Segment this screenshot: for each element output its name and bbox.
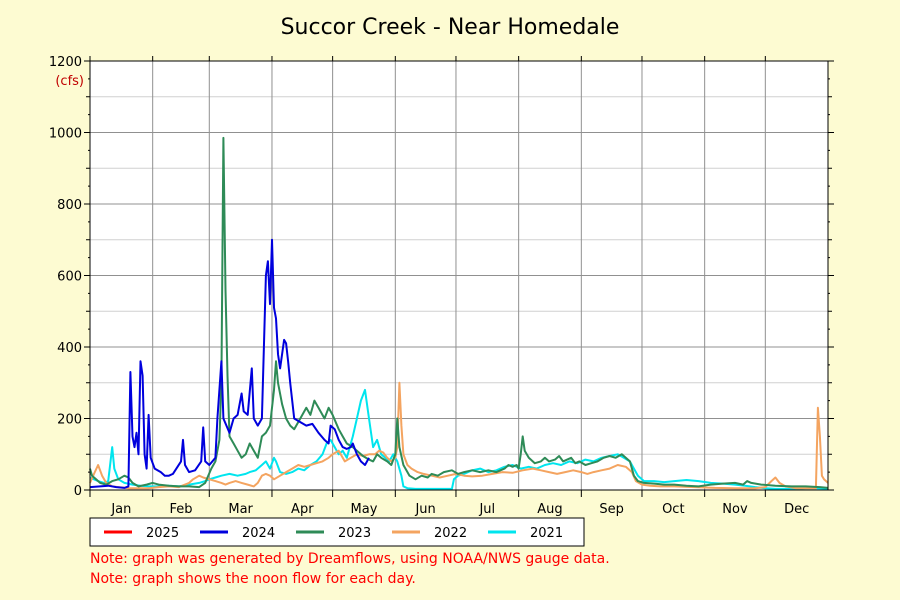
series-line-2023 <box>89 136 829 489</box>
y-tick-label: 1000 <box>49 127 82 142</box>
x-tick-label: Nov <box>722 502 748 517</box>
note-line-1: Note: graph was generated by Dreamflows,… <box>90 551 610 567</box>
y-tick-label: 600 <box>57 270 82 285</box>
legend-label-2023: 2023 <box>338 526 371 541</box>
x-tick-label: Jun <box>414 502 435 517</box>
legend-label-2024: 2024 <box>242 526 275 541</box>
y-unit-label: (cfs) <box>55 74 84 89</box>
x-tick-label: Feb <box>169 502 192 517</box>
series-line-2024 <box>89 238 370 489</box>
x-tick-label: Jul <box>478 502 495 517</box>
legend: 2025 2024 2023 2022 2021 <box>104 526 563 541</box>
legend-label-2021: 2021 <box>530 526 563 541</box>
y-tick-label: 0 <box>74 484 82 499</box>
x-tick-label: Apr <box>291 502 314 517</box>
series-lines <box>89 136 829 490</box>
y-tick-label: 800 <box>57 198 82 213</box>
series-line-2022 <box>89 381 829 490</box>
note-line-2: Note: graph shows the noon flow for each… <box>90 571 416 587</box>
grid-lines <box>90 61 828 490</box>
y-tick-label: 1200 <box>49 55 82 70</box>
chart-title: Succor Creek - Near Homedale <box>281 15 620 40</box>
x-tick-label: Dec <box>784 502 809 517</box>
axes: 0 200 400 600 800 1000 1200 Jan Feb Mar Apr May Jun J… <box>49 55 834 517</box>
y-tick-label: 200 <box>57 413 82 428</box>
x-tick-label: Aug <box>537 502 562 517</box>
legend-label-2025: 2025 <box>146 526 179 541</box>
x-tick-label: May <box>351 502 378 517</box>
y-tick-label: 400 <box>57 341 82 356</box>
x-tick-label: Sep <box>599 502 624 517</box>
legend-label-2022: 2022 <box>434 526 467 541</box>
x-tick-label: Jan <box>110 502 131 517</box>
x-tick-label: Mar <box>228 502 253 517</box>
x-tick-label: Oct <box>662 502 684 517</box>
